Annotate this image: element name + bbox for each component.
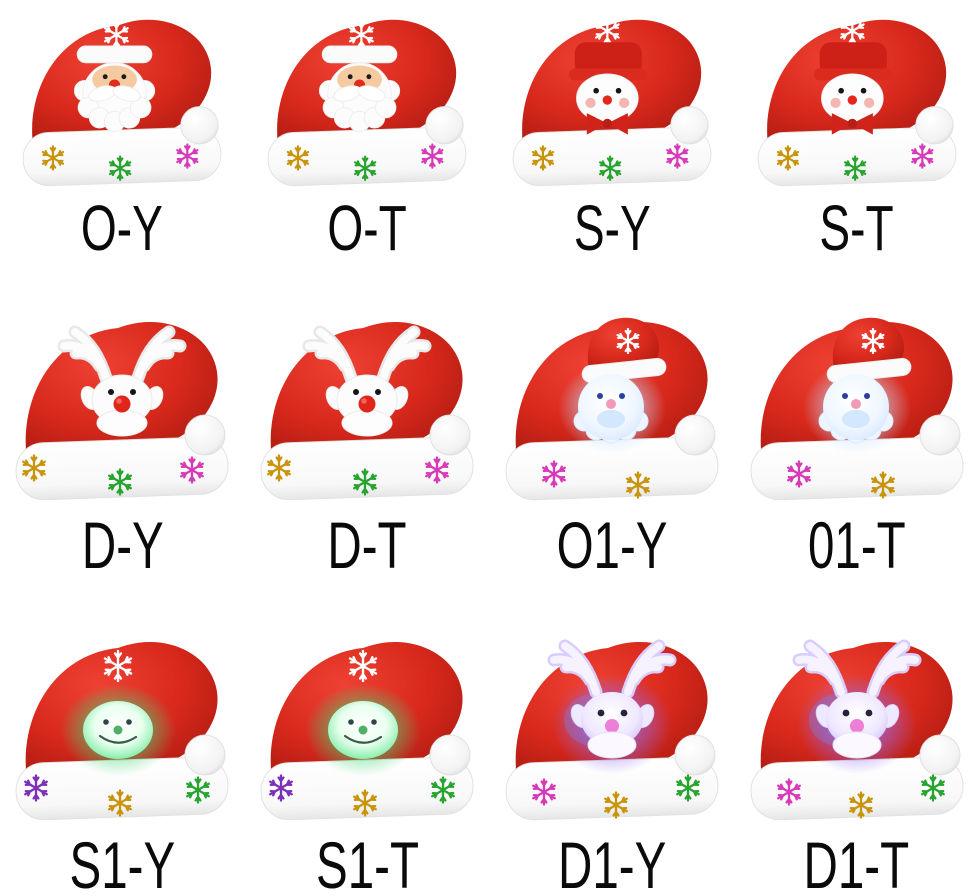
variant-code-text: O-Y [81,192,164,264]
led-reindeer-hat-photo [492,624,732,834]
product-cell-8: 01-T [734,257,979,582]
snowman-face-hat-photo [745,3,969,199]
snowman-face-hat-photo [500,3,724,199]
product-cell-6: D-T [245,257,490,582]
product-cell-4: S-T [734,0,979,264]
led-santa-hat-photo [737,304,977,514]
variant-code-label: D1-Y [537,828,687,896]
product-cell-10: S1-T [245,576,490,896]
product-cell-7: O1-Y [490,257,735,582]
led-snowman-hat-photo [2,624,242,834]
variant-code-text: O1-Y [556,508,668,582]
variant-code-label: D-Y [66,508,180,582]
variant-code-text: D1-T [803,828,910,896]
santa-face-hat-photo [255,3,479,199]
variant-code-text: S1-Y [69,828,176,896]
variant-code-text: 01-T [807,508,906,582]
product-cell-3: S-Y [490,0,735,264]
santa-face-hat-photo [10,3,234,199]
product-cell-9: S1-Y [0,576,245,896]
product-cell-11: D1-Y [490,576,735,896]
variant-code-label: S1-T [296,828,439,896]
led-snowman-hat-photo [247,624,487,834]
variant-code-label: O-T [312,192,422,264]
variant-code-text: D-Y [81,508,164,582]
variant-code-text: D1-Y [557,828,667,896]
product-cell-12: D1-T [734,576,979,896]
variant-code-label: D1-T [783,828,930,896]
variant-code-label: S1-Y [49,828,196,896]
reindeer-face-hat-photo [247,304,487,514]
product-cell-1: O-Y [0,0,245,264]
product-cell-5: D-Y [0,257,245,582]
reindeer-face-hat-photo [2,304,242,514]
variant-code-label: S-Y [559,192,666,264]
variant-code-label: O-Y [65,192,179,264]
variant-code-label: D-T [312,508,422,582]
variant-code-text: D-T [327,508,407,582]
variant-code-label: S-T [805,192,908,264]
variant-code-text: O-T [327,192,407,264]
variant-code-text: S-T [819,192,894,264]
variant-code-text: S1-T [315,828,419,896]
variant-code-label: O1-Y [535,508,689,582]
product-cell-2: O-T [245,0,490,264]
led-santa-hat-photo [492,304,732,514]
variant-code-text: S-Y [573,192,651,264]
led-reindeer-hat-photo [737,624,977,834]
variant-code-label: 01-T [789,508,925,582]
